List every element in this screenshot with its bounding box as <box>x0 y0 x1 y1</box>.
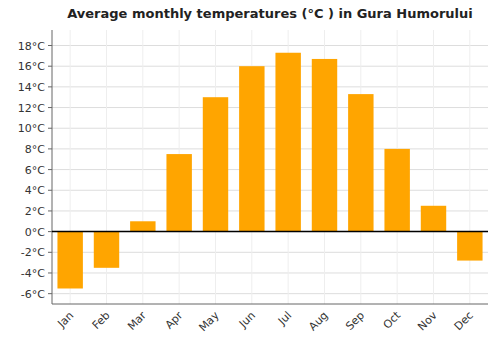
x-tick-label: Sep <box>343 309 367 333</box>
x-tick-label: Jan <box>54 309 76 331</box>
y-tick-label: 12°C <box>18 102 45 115</box>
x-tick-label: May <box>196 309 222 335</box>
bar <box>203 97 228 231</box>
y-tick <box>48 210 52 211</box>
y-tick-label: 10°C <box>18 122 45 135</box>
bar <box>57 232 82 289</box>
bar <box>166 154 191 232</box>
x-tick-label: Oct <box>381 308 404 331</box>
bar <box>275 53 300 232</box>
bar <box>348 94 373 232</box>
x-grid-line <box>433 30 434 304</box>
y-grid-line <box>52 128 488 129</box>
y-grid-line <box>52 169 488 170</box>
y-grid-line <box>52 293 488 294</box>
y-tick <box>48 293 52 294</box>
bar <box>312 59 337 232</box>
x-tick-label: Feb <box>90 309 113 332</box>
y-grid-line <box>52 190 488 191</box>
x-tick-label: Dec <box>452 309 476 333</box>
y-tick-label: 0°C <box>25 226 45 239</box>
chart-container: Average monthly temperatures (°C ) in Gu… <box>0 0 500 350</box>
y-tick-label: -4°C <box>21 267 45 280</box>
y-tick <box>48 66 52 67</box>
y-tick <box>48 272 52 273</box>
y-tick <box>48 128 52 129</box>
y-tick-label: 8°C <box>25 143 45 156</box>
axes: -6°C -4°C -2°C 0°C 2°C 4°C 6°C 8°C 10°C 12°C 14°C 1… <box>18 40 476 335</box>
y-grid-line <box>52 45 488 46</box>
y-tick-label: 4°C <box>25 184 45 197</box>
y-axis-line <box>52 30 53 304</box>
x-tick-label: Jun <box>236 309 258 331</box>
x-tick-label: Mar <box>125 309 149 333</box>
y-tick <box>48 252 52 253</box>
x-axis-line <box>52 304 488 305</box>
y-tick-label: 18°C <box>18 40 45 53</box>
y-tick <box>48 107 52 108</box>
bar <box>239 66 264 231</box>
bar <box>457 232 482 261</box>
y-grid-line <box>52 231 488 232</box>
x-grid-line <box>142 30 143 304</box>
y-tick <box>48 148 52 149</box>
y-tick <box>48 45 52 46</box>
bars <box>57 53 482 289</box>
bar <box>130 221 155 231</box>
y-tick-label: -6°C <box>21 288 45 301</box>
y-tick <box>48 86 52 87</box>
bar <box>384 149 409 232</box>
y-tick <box>48 231 52 232</box>
y-grid-line <box>52 86 488 87</box>
chart-svg: Average monthly temperatures (°C ) in Gu… <box>0 0 500 350</box>
y-grid-line <box>52 272 488 273</box>
y-tick-label: 14°C <box>18 81 45 94</box>
x-tick-label: Nov <box>415 309 440 334</box>
grid <box>52 30 488 304</box>
y-tick <box>48 169 52 170</box>
y-grid-line <box>52 66 488 67</box>
bar <box>421 206 446 232</box>
y-tick <box>48 190 52 191</box>
y-grid-line <box>52 148 488 149</box>
baseline <box>52 231 488 233</box>
y-tick-label: -2°C <box>21 246 45 259</box>
x-grid-line <box>469 30 470 304</box>
x-tick-label: Apr <box>163 309 186 332</box>
bar <box>94 232 119 268</box>
y-tick-label: 6°C <box>25 164 45 177</box>
y-tick-label: 16°C <box>18 60 45 73</box>
y-grid-line <box>52 107 488 108</box>
x-tick-label: Aug <box>306 309 330 333</box>
x-tick-label: Jul <box>275 309 294 328</box>
y-tick-label: 2°C <box>25 205 45 218</box>
title: Average monthly temperatures (°C ) in Gu… <box>67 6 473 21</box>
